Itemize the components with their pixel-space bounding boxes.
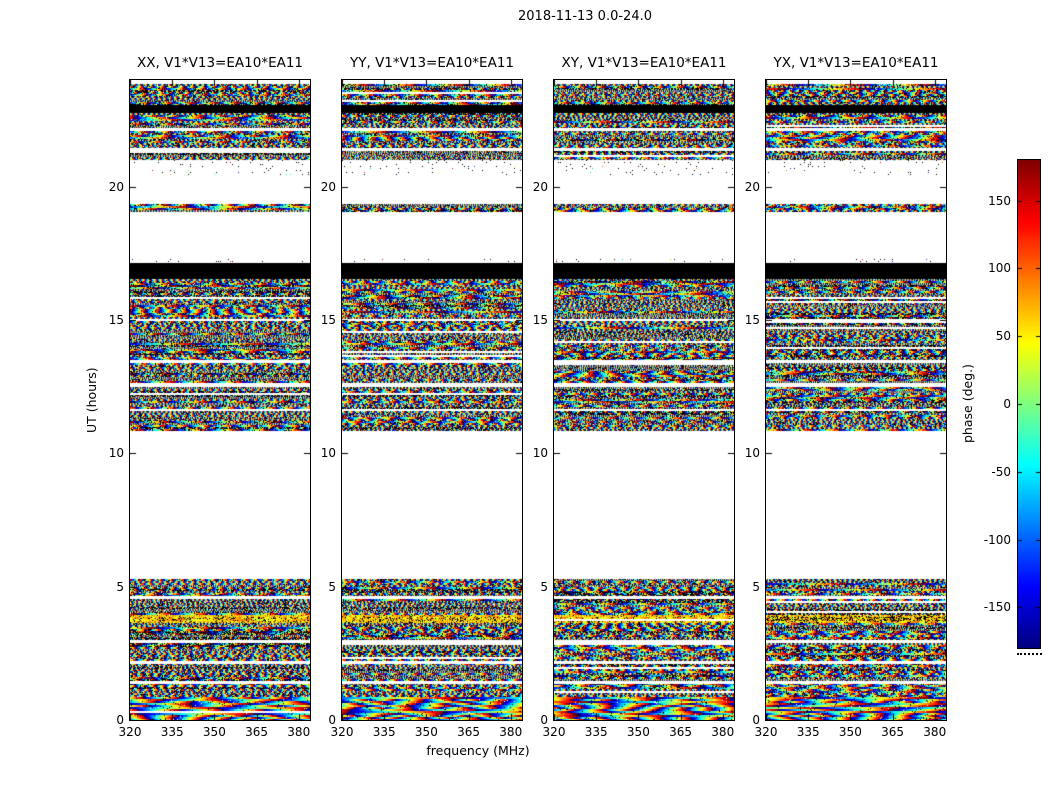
panel-xx-title: XX, V1*V13=EA10*EA11	[136, 55, 304, 71]
x-tick-label: 365	[669, 725, 693, 739]
panel-yx-heatmap	[765, 79, 947, 721]
y-tick-label: 5	[540, 579, 548, 594]
colorbar-bottom-dotted-line	[1017, 653, 1042, 655]
y-tick-label: 20	[744, 179, 760, 194]
panel-yx-title: YX, V1*V13=EA10*EA11	[773, 55, 939, 71]
x-tick-label: 320	[330, 725, 354, 739]
colorbar-gradient	[1017, 159, 1041, 649]
colorbar-tick-label: -150	[983, 600, 1011, 615]
y-tick-label: 20	[320, 179, 336, 194]
y-tick-label: 15	[744, 313, 760, 327]
y-tick-label: 0	[752, 713, 760, 727]
x-tick-label: 350	[414, 725, 438, 739]
colorbar-label: phase (deg.)	[960, 364, 975, 444]
y-tick-label: 20	[532, 179, 548, 194]
x-tick-label: 350	[626, 725, 650, 739]
colorbar-tick-label: 0	[1003, 397, 1011, 411]
figure-title: 2018-11-13 0.0-24.0	[518, 9, 652, 24]
x-tick-label: 380	[287, 725, 311, 739]
x-tick-label: 335	[160, 725, 184, 739]
x-tick-label: 320	[118, 725, 142, 739]
y-tick-label: 20	[108, 179, 124, 194]
panel-xy-heatmap	[553, 79, 735, 721]
x-tick-label: 380	[923, 725, 947, 739]
x-tick-label: 350	[838, 725, 862, 739]
panel-yy-heatmap	[341, 79, 523, 721]
colorbar-tick-label: 50	[995, 329, 1011, 344]
colorbar-tick-label: 100	[988, 261, 1011, 276]
colorbar-tick-label: 150	[988, 193, 1011, 208]
x-tick-label: 365	[457, 725, 481, 739]
x-tick-label: 320	[754, 725, 778, 739]
panel-xy: XY, V1*V13=EA10*EA11	[553, 55, 735, 721]
x-axis-label: frequency (MHz)	[426, 743, 530, 758]
x-tick-label: 335	[584, 725, 608, 739]
x-tick-label: 380	[711, 725, 735, 739]
colorbar-tick-label: -50	[991, 464, 1011, 479]
panel-yx: YX, V1*V13=EA10*EA11	[765, 55, 947, 721]
y-tick-label: 0	[328, 713, 336, 727]
colorbar-tick-label: -100	[983, 532, 1011, 547]
x-tick-label: 335	[372, 725, 396, 739]
y-tick-label: 10	[320, 446, 336, 461]
y-tick-label: 0	[540, 713, 548, 727]
y-tick-label: 0	[116, 713, 124, 727]
y-tick-label: 5	[116, 579, 124, 594]
x-tick-label: 350	[202, 725, 226, 739]
colorbar	[1017, 159, 1041, 649]
y-axis-label: UT (hours)	[84, 367, 99, 433]
x-tick-label: 380	[499, 725, 523, 739]
panel-yy: YY, V1*V13=EA10*EA11	[341, 55, 523, 721]
x-tick-label: 365	[245, 725, 269, 739]
y-tick-label: 10	[532, 446, 548, 461]
panel-xx: XX, V1*V13=EA10*EA11	[129, 55, 311, 721]
x-tick-label: 335	[796, 725, 820, 739]
y-tick-label: 5	[752, 579, 760, 594]
x-tick-label: 320	[542, 725, 566, 739]
y-tick-label: 10	[108, 446, 124, 461]
y-tick-label: 15	[108, 313, 124, 327]
y-tick-label: 15	[532, 313, 548, 327]
y-tick-label: 10	[744, 446, 760, 461]
x-tick-label: 365	[881, 725, 905, 739]
panel-yy-title: YY, V1*V13=EA10*EA11	[349, 55, 515, 71]
panel-xx-heatmap	[129, 79, 311, 721]
panel-xy-title: XY, V1*V13=EA10*EA11	[561, 55, 727, 71]
y-tick-label: 15	[320, 313, 336, 327]
y-tick-label: 5	[328, 579, 336, 594]
